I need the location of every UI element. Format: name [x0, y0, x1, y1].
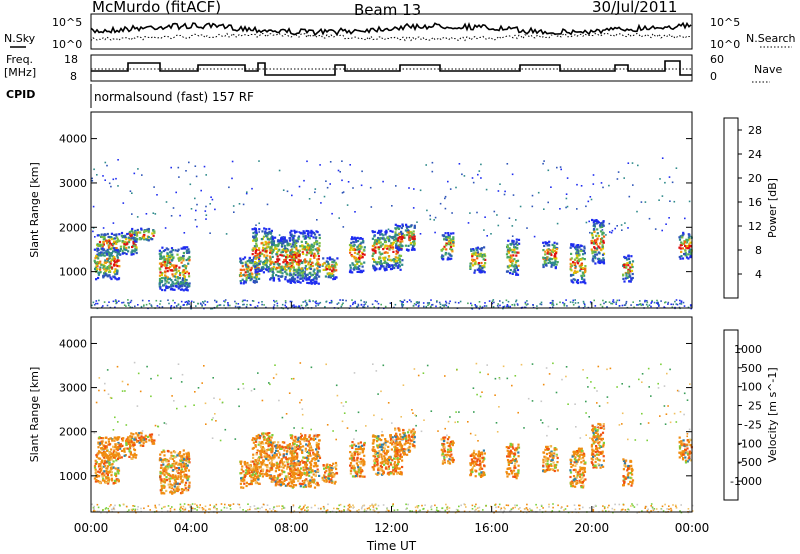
- nave-tick-high: 60: [710, 53, 724, 66]
- velocity-cb-tick-label-0: 1000: [734, 343, 762, 356]
- power-cb-tick-label-1: 8: [755, 244, 762, 257]
- power-colorbar-frame: [723, 117, 739, 299]
- power-cb-tick-label-4: 20: [748, 172, 762, 185]
- nsky-label: N.Sky: [4, 32, 36, 45]
- velocity-ytick-label-1: 2000: [59, 426, 87, 439]
- noise-tick-top-right: 10^5: [710, 16, 741, 29]
- power-colorbar-label: Power [dB]: [766, 178, 779, 238]
- noise-panel-frame: [90, 13, 693, 50]
- xtick-label-6: 00:00: [675, 521, 710, 535]
- velocity-ytick-label-2: 3000: [59, 382, 87, 395]
- velocity-colorbar-label: Velocity [m s^-1]: [766, 367, 779, 462]
- cpid-value: normalsound (fast) 157 RF: [94, 90, 254, 104]
- power-ytick-label-0: 1000: [59, 266, 87, 279]
- noise-tick-top-left: 10^5: [52, 16, 83, 29]
- velocity-ylabel: Slant Range [km]: [28, 367, 41, 463]
- freq-panel-frame: [90, 54, 693, 82]
- xtick-label-3: 12:00: [374, 521, 409, 535]
- power-cb-tick-label-0: 4: [755, 268, 762, 281]
- velocity-ytick-label-0: 1000: [59, 470, 87, 483]
- power-ytick-label-1: 2000: [59, 221, 87, 234]
- power-ytick-label-3: 4000: [59, 133, 87, 146]
- station-title: McMurdo (fitACF): [92, 0, 222, 16]
- velocity-cb-tick-label-1: 500: [741, 362, 762, 375]
- velocity-cb-tick-label-5: -100: [737, 437, 762, 450]
- power-ylabel: Slant Range [km]: [28, 162, 41, 258]
- nave-label: Nave: [754, 63, 783, 76]
- power-cb-tick-label-5: 24: [748, 148, 762, 161]
- velocity-ytick-label-3: 4000: [59, 337, 87, 350]
- velocity-cb-tick-label-3: 25: [748, 400, 762, 413]
- cpid-label: CPID: [6, 88, 36, 101]
- power-cb-tick-label-6: 28: [748, 124, 762, 137]
- power-panel-frame: [90, 111, 693, 309]
- velocity-cb-tick-label-7: -1000: [730, 475, 762, 488]
- xtick-label-0: 00:00: [74, 521, 109, 535]
- nsearch-line: [90, 32, 692, 42]
- power-ytick-label-2: 3000: [59, 177, 87, 190]
- freq-label: Freq.: [6, 53, 34, 66]
- date-title: 30/Jul/2011: [592, 0, 678, 16]
- nsky-line: [90, 21, 692, 37]
- velocity-cb-tick-label-4: -25: [744, 418, 762, 431]
- xtick-label-4: 16:00: [474, 521, 509, 535]
- power-cb-tick-label-3: 16: [748, 196, 762, 209]
- freq-tick-high: 18: [64, 53, 78, 66]
- velocity-cb-tick-label-6: -500: [737, 456, 762, 469]
- power-panel: [91, 157, 693, 310]
- velocity-cb-tick-label-2: 100: [741, 381, 762, 394]
- nave-tick-low: 0: [710, 70, 717, 83]
- freq-unit-label: [MHz]: [4, 66, 37, 79]
- xtick-label-1: 04:00: [174, 521, 209, 535]
- velocity-colorbar-frame: [723, 329, 739, 501]
- noise-tick-bottom-left: 10^0: [52, 38, 83, 51]
- power-cb-tick-label-2: 12: [748, 220, 762, 233]
- freq-line: [91, 60, 692, 76]
- nsearch-label: N.Search: [746, 32, 796, 45]
- x-axis-label: Time UT: [366, 539, 417, 553]
- xtick-label-2: 08:00: [274, 521, 309, 535]
- noise-tick-bottom-right: 10^0: [710, 38, 741, 51]
- freq-tick-low: 8: [70, 70, 77, 83]
- velocity-panel: [91, 361, 694, 514]
- xtick-label-5: 20:00: [575, 521, 610, 535]
